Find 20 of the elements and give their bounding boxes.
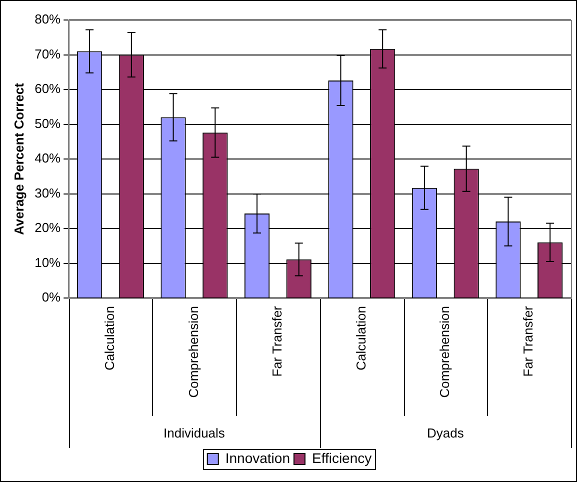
legend-label: Innovation xyxy=(225,450,290,466)
x-tick-label: Comprehension xyxy=(436,306,452,398)
y-tick-label: 10% xyxy=(34,254,62,270)
y-tick-label: 80% xyxy=(34,12,62,27)
y-tick-label: 0% xyxy=(42,290,62,305)
text: Individuals xyxy=(163,426,226,441)
y-tick-label: 60% xyxy=(34,81,62,96)
legend-label: Efficiency xyxy=(312,450,372,466)
x-tick-label: Calculation xyxy=(353,306,368,370)
y-tick-label: 70% xyxy=(34,46,62,62)
x-tick-label: Comprehension xyxy=(186,306,201,398)
y-tick-label: 50% xyxy=(34,116,62,131)
y-tick-label: 20% xyxy=(34,220,62,236)
x-tick-label: Calculation xyxy=(102,306,118,370)
x-tick-label: Far Transfer xyxy=(270,305,285,377)
y-tick-label: 40% xyxy=(34,150,62,166)
text: Dyads xyxy=(426,426,464,441)
y-tick-label: 30% xyxy=(34,185,62,200)
y-axis-title: Average Percent Correct xyxy=(11,82,26,235)
x-tick-label: Far Transfer xyxy=(520,305,536,377)
